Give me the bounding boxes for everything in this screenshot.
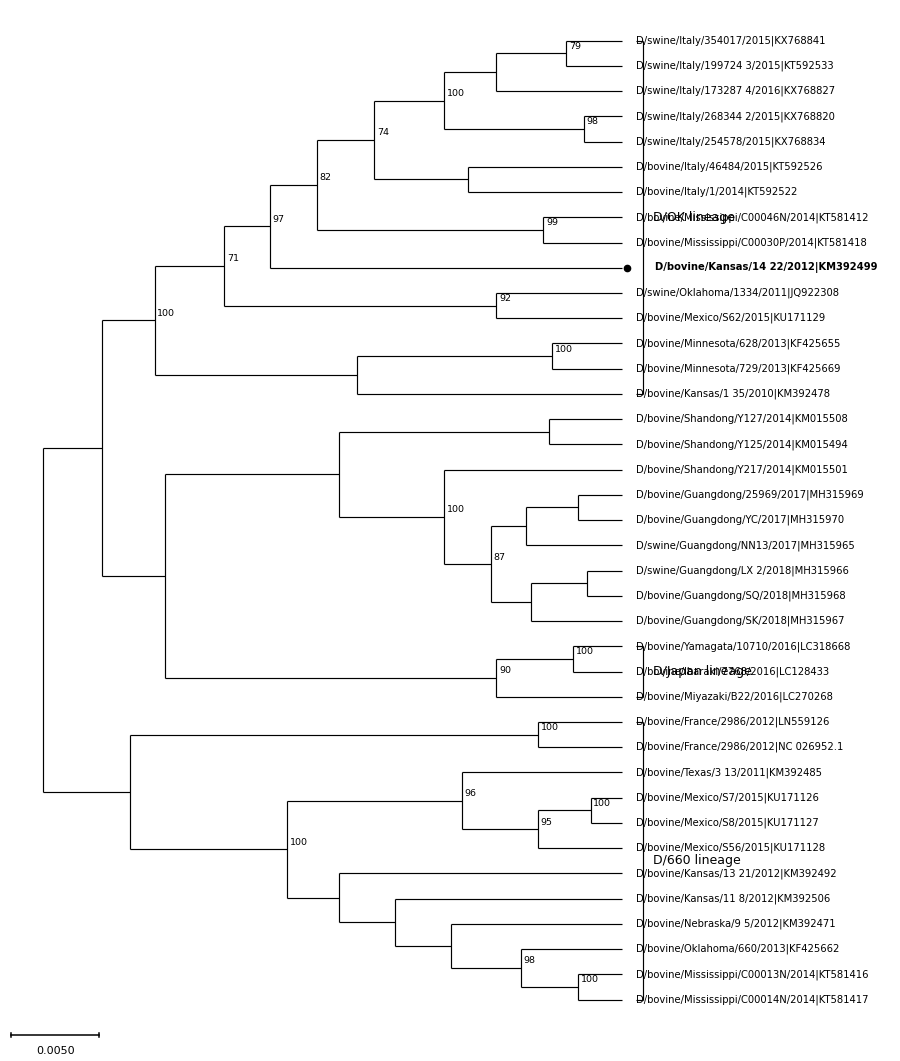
Text: D/bovine/Kansas/14 22/2012|KM392499: D/bovine/Kansas/14 22/2012|KM392499 [655, 262, 878, 274]
Text: D/bovine/Guangdong/SK/2018|MH315967: D/bovine/Guangdong/SK/2018|MH315967 [636, 615, 844, 626]
Text: D/bovine/Guangdong/25969/2017|MH315969: D/bovine/Guangdong/25969/2017|MH315969 [636, 489, 864, 500]
Text: D/bovine/France/2986/2012|NC 026952.1: D/bovine/France/2986/2012|NC 026952.1 [636, 742, 843, 752]
Text: D/bovine/Mexico/S56/2015|KU171128: D/bovine/Mexico/S56/2015|KU171128 [636, 842, 825, 853]
Text: D/bovine/Mississippi/C00014N/2014|KT581417: D/bovine/Mississippi/C00014N/2014|KT5814… [636, 994, 868, 1005]
Text: D/bovine/Shandong/Y217/2014|KM015501: D/bovine/Shandong/Y217/2014|KM015501 [636, 465, 848, 475]
Text: D/bovine/Guangdong/SQ/2018|MH315968: D/bovine/Guangdong/SQ/2018|MH315968 [636, 591, 846, 601]
Text: 100: 100 [593, 799, 611, 807]
Text: 97: 97 [273, 214, 284, 224]
Text: D/bovine/Shandong/Y125/2014|KM015494: D/bovine/Shandong/Y125/2014|KM015494 [636, 439, 848, 450]
Text: 71: 71 [227, 255, 239, 263]
Text: D/bovine/Miyazaki/B22/2016|LC270268: D/bovine/Miyazaki/B22/2016|LC270268 [636, 692, 832, 702]
Text: 87: 87 [494, 553, 506, 561]
Text: 0.0050: 0.0050 [36, 1046, 75, 1057]
Text: 74: 74 [377, 128, 389, 138]
Text: D/swine/Guangdong/LX 2/2018|MH315966: D/swine/Guangdong/LX 2/2018|MH315966 [636, 566, 849, 576]
Text: D/OK lineage: D/OK lineage [653, 211, 735, 224]
Text: D/bovine/Shandong/Y127/2014|KM015508: D/bovine/Shandong/Y127/2014|KM015508 [636, 414, 848, 424]
Text: D/bovine/Mississippi/C00046N/2014|KT581412: D/bovine/Mississippi/C00046N/2014|KT5814… [636, 212, 868, 223]
Text: D/bovine/Kansas/1 35/2010|KM392478: D/bovine/Kansas/1 35/2010|KM392478 [636, 388, 830, 399]
Text: D/bovine/Kansas/11 8/2012|KM392506: D/bovine/Kansas/11 8/2012|KM392506 [636, 893, 830, 904]
Text: 98: 98 [586, 118, 598, 126]
Text: D/swine/Guangdong/NN13/2017|MH315965: D/swine/Guangdong/NN13/2017|MH315965 [636, 540, 855, 551]
Text: D/bovine/Ibaraki/7768/2016|LC128433: D/bovine/Ibaraki/7768/2016|LC128433 [636, 666, 829, 677]
Text: D/bovine/France/2986/2012|LN559126: D/bovine/France/2986/2012|LN559126 [636, 717, 829, 727]
Text: D/swine/Italy/199724 3/2015|KT592533: D/swine/Italy/199724 3/2015|KT592533 [636, 60, 833, 71]
Text: D/bovine/Mississippi/C00030P/2014|KT581418: D/bovine/Mississippi/C00030P/2014|KT5814… [636, 238, 867, 248]
Text: D/bovine/Minnesota/729/2013|KF425669: D/bovine/Minnesota/729/2013|KF425669 [636, 364, 841, 373]
Text: D/swine/Italy/268344 2/2015|KX768820: D/swine/Italy/268344 2/2015|KX768820 [636, 111, 835, 122]
Text: 100: 100 [581, 975, 599, 985]
Text: D/bovine/Kansas/13 21/2012|KM392492: D/bovine/Kansas/13 21/2012|KM392492 [636, 868, 837, 879]
Text: D/bovine/Italy/46484/2015|KT592526: D/bovine/Italy/46484/2015|KT592526 [636, 161, 823, 172]
Text: 95: 95 [541, 818, 553, 827]
Text: D/bovine/Mexico/S8/2015|KU171127: D/bovine/Mexico/S8/2015|KU171127 [636, 818, 819, 829]
Text: 100: 100 [290, 838, 308, 847]
Text: D/660 lineage: D/660 lineage [653, 854, 741, 867]
Text: 79: 79 [569, 41, 580, 51]
Text: 100: 100 [554, 345, 572, 353]
Text: 100: 100 [446, 89, 464, 98]
Text: D/swine/Italy/354017/2015|KX768841: D/swine/Italy/354017/2015|KX768841 [636, 35, 825, 46]
Text: D/bovine/Texas/3 13/2011|KM392485: D/bovine/Texas/3 13/2011|KM392485 [636, 767, 822, 778]
Text: D/bovine/Yamagata/10710/2016|LC318668: D/bovine/Yamagata/10710/2016|LC318668 [636, 641, 850, 651]
Text: 98: 98 [524, 957, 536, 966]
Text: 82: 82 [320, 173, 331, 182]
Text: 100: 100 [446, 505, 464, 515]
Text: 100: 100 [158, 309, 176, 318]
Text: 90: 90 [499, 666, 511, 675]
Text: D/bovine/Mississippi/C00013N/2014|KT581416: D/bovine/Mississippi/C00013N/2014|KT5814… [636, 969, 868, 979]
Text: D/bovine/Minnesota/628/2013|KF425655: D/bovine/Minnesota/628/2013|KF425655 [636, 338, 841, 349]
Text: 92: 92 [499, 294, 511, 303]
Text: D/bovine/Oklahoma/660/2013|KF425662: D/bovine/Oklahoma/660/2013|KF425662 [636, 944, 840, 954]
Text: D/bovine/Italy/1/2014|KT592522: D/bovine/Italy/1/2014|KT592522 [636, 187, 797, 197]
Text: D/bovine/Mexico/S7/2015|KU171126: D/bovine/Mexico/S7/2015|KU171126 [636, 793, 819, 803]
Text: 100: 100 [576, 647, 594, 657]
Text: D/swine/Oklahoma/1334/2011|JQ922308: D/swine/Oklahoma/1334/2011|JQ922308 [636, 288, 839, 298]
Text: 99: 99 [546, 219, 558, 227]
Text: 100: 100 [541, 723, 559, 732]
Text: D/swine/Italy/254578/2015|KX768834: D/swine/Italy/254578/2015|KX768834 [636, 136, 825, 146]
Text: 96: 96 [464, 789, 476, 798]
Text: D/Japan lineage: D/Japan lineage [653, 665, 752, 678]
Text: D/bovine/Guangdong/YC/2017|MH315970: D/bovine/Guangdong/YC/2017|MH315970 [636, 515, 844, 525]
Text: D/bovine/Nebraska/9 5/2012|KM392471: D/bovine/Nebraska/9 5/2012|KM392471 [636, 919, 835, 929]
Text: D/bovine/Mexico/S62/2015|KU171129: D/bovine/Mexico/S62/2015|KU171129 [636, 313, 825, 324]
Text: D/swine/Italy/173287 4/2016|KX768827: D/swine/Italy/173287 4/2016|KX768827 [636, 86, 835, 97]
